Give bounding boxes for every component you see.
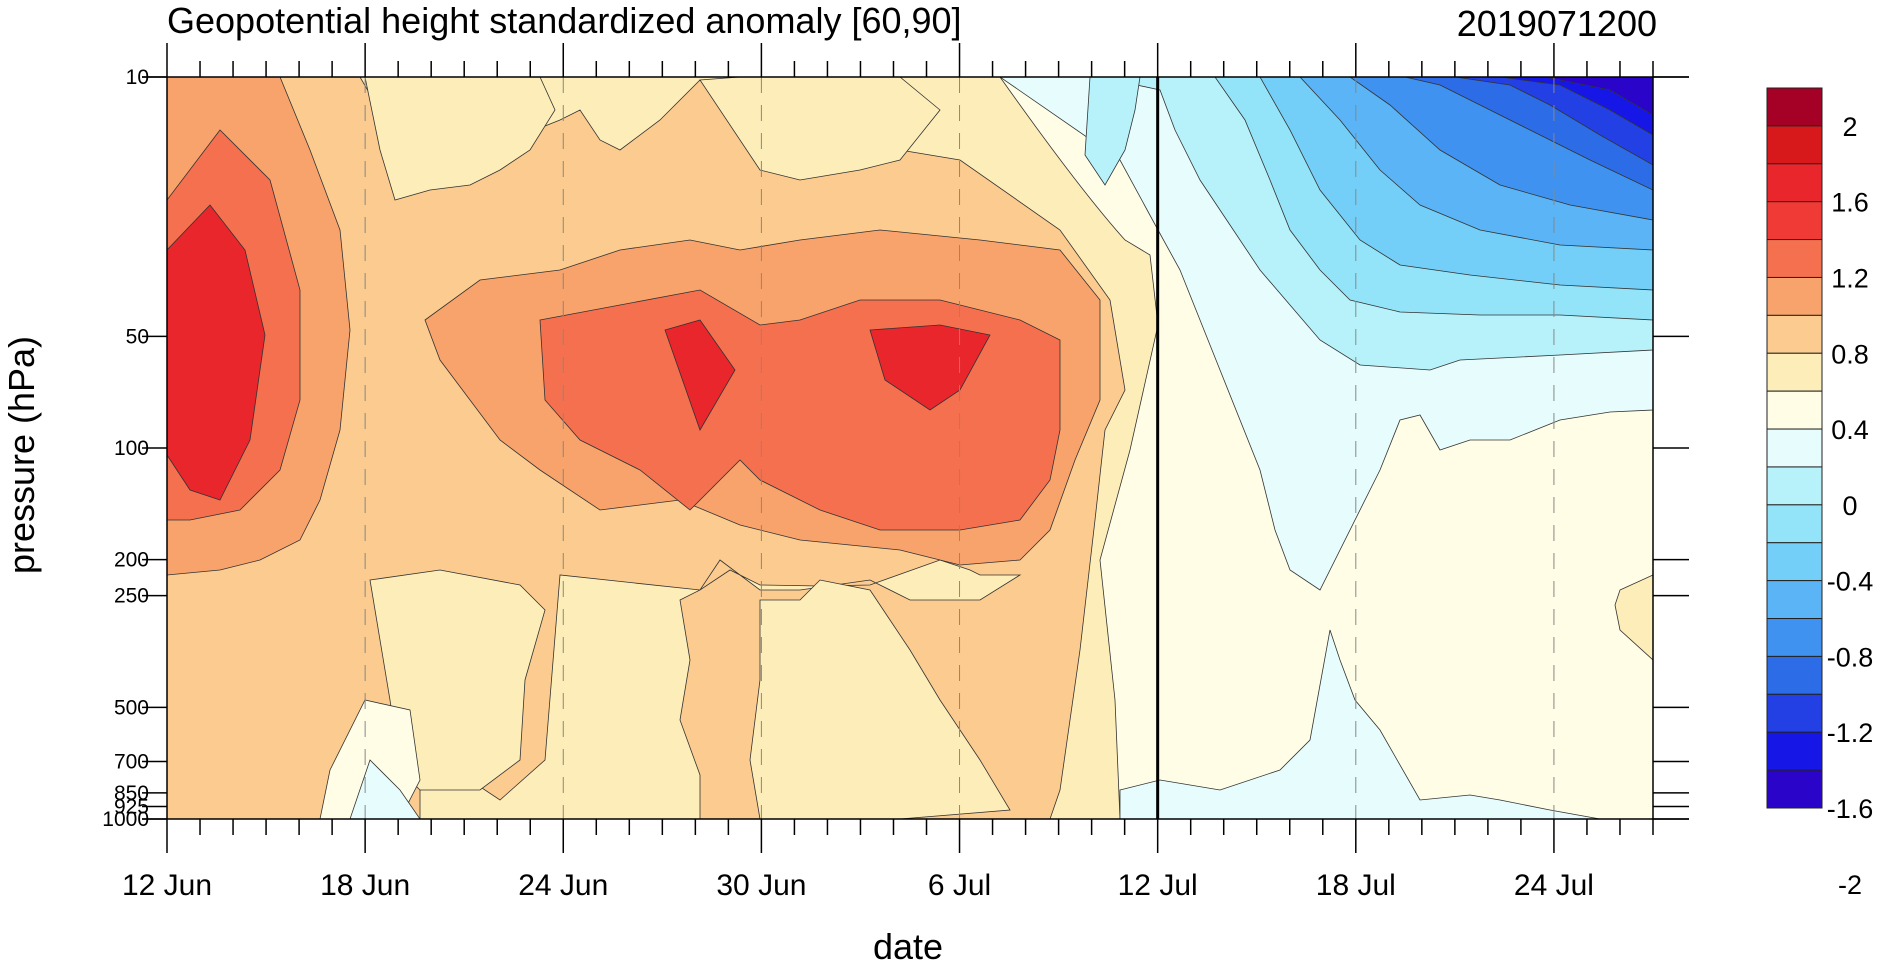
colorbar-swatch — [1766, 239, 1823, 278]
colorbar-label: -1.6 — [1827, 794, 1874, 824]
colorbar-swatch — [1766, 314, 1823, 354]
colorbar-swatch — [1766, 163, 1823, 203]
y-tick-label: 1000 — [102, 808, 149, 831]
colorbar-swatch — [1766, 276, 1823, 316]
x-tick-label: 6 Jul — [928, 869, 991, 902]
colorbar-swatch — [1766, 201, 1823, 241]
colorbar-swatch — [1766, 655, 1823, 695]
y-tick-label: 50 — [126, 325, 149, 348]
colorbar-swatch — [1766, 352, 1823, 392]
y-tick-label: 700 — [114, 751, 149, 774]
colorbar-label: 1.6 — [1831, 188, 1869, 218]
x-tick-label: 18 Jul — [1316, 869, 1396, 902]
colorbar-swatch — [1766, 618, 1823, 657]
chart-title: Geopotential height standardized anomaly… — [167, 0, 962, 41]
colorbar-label: -1.2 — [1827, 718, 1874, 748]
colorbar-swatch — [1766, 769, 1823, 809]
colorbar-swatch — [1766, 125, 1823, 165]
y-tick-label: 10 — [126, 66, 149, 89]
colorbar-swatch — [1766, 390, 1823, 430]
colorbar: 2 1.6 1.2 0.8 0.4 0 -0.4 -0.8 -1.2 -1.6 -2 — [1766, 87, 1874, 900]
x-tick-label: 24 Jun — [518, 869, 608, 902]
contour-field — [167, 77, 1653, 819]
date-gridlines — [364, 77, 1555, 819]
colorbar-swatch — [1766, 731, 1823, 771]
y-tick-label: 100 — [114, 437, 149, 460]
colorbar-swatch — [1766, 466, 1823, 506]
y-axis-label: pressure (hPa) — [1, 335, 42, 575]
colorbar-label: 0.4 — [1831, 415, 1869, 445]
colorbar-swatch — [1766, 542, 1823, 582]
y-tick-label: 925 — [114, 795, 149, 818]
chart-date-stamp: 2019071200 — [1456, 3, 1657, 44]
x-tick-label: 12 Jul — [1118, 869, 1198, 902]
colorbar-label: 0.8 — [1831, 339, 1869, 369]
colorbar-swatch — [1766, 87, 1823, 127]
x-tick-label: 12 Jun — [122, 869, 212, 902]
colorbar-swatch — [1766, 428, 1823, 468]
y-tick-label: 250 — [114, 585, 149, 608]
colorbar-label: 2 — [1842, 112, 1857, 142]
y-tick-label: 200 — [114, 549, 149, 572]
colorbar-label: -0.8 — [1827, 642, 1874, 672]
x-tick-label: 18 Jun — [320, 869, 410, 902]
y-tick-label: 850 — [114, 782, 149, 805]
colorbar-label: 0 — [1842, 491, 1857, 521]
plot-frame — [142, 76, 1689, 820]
y-tick-label: 500 — [114, 696, 149, 719]
colorbar-swatch — [1766, 693, 1823, 733]
colorbar-label: -0.4 — [1827, 567, 1874, 597]
x-axis-label: date — [872, 926, 944, 967]
colorbar-swatch — [1766, 504, 1823, 544]
colorbar-label: 1.2 — [1831, 263, 1869, 293]
x-axis: 12 Jun 18 Jun 24 Jun 30 Jun 6 Jul 12 Jul 18 Ju… — [122, 43, 1654, 902]
x-tick-label: 24 Jul — [1514, 869, 1594, 902]
colorbar-label: -2 — [1838, 870, 1862, 900]
x-tick-label: 30 Jun — [716, 869, 806, 902]
colorbar-swatch — [1766, 580, 1823, 620]
